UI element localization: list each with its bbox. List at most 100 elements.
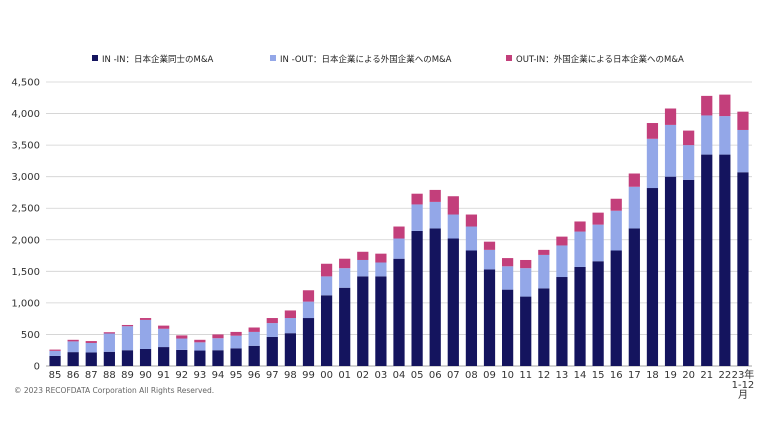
bar-18-series-0	[646, 188, 659, 366]
bar-19-series-1	[664, 124, 677, 177]
bar-88-series-0	[103, 351, 115, 366]
x-tick-label: 06	[429, 370, 442, 381]
bar-91-series-1	[158, 328, 170, 348]
bar-22-series-0	[719, 154, 731, 366]
bar-21-series-1	[701, 115, 713, 155]
bar-23年-series-2	[737, 111, 749, 130]
bar-87-series-0	[85, 352, 97, 366]
bar-94-series-2	[212, 334, 224, 339]
x-tick-label: 07	[447, 370, 460, 381]
x-tick-label: 12	[537, 370, 550, 381]
bar-98-series-1	[284, 318, 296, 334]
x-tick-label: 01	[338, 370, 351, 381]
bar-10-series-1	[502, 266, 514, 290]
bar-87-series-2	[85, 341, 97, 343]
bar-03-series-0	[375, 276, 387, 366]
bar-06-series-2	[429, 189, 441, 202]
bar-16-series-2	[610, 198, 622, 211]
bar-95-series-1	[230, 335, 242, 349]
bar-90-series-2	[139, 318, 152, 320]
bar-97-series-1	[266, 323, 278, 337]
x-tick-label: 05	[411, 370, 424, 381]
x-tick-label: 20	[682, 370, 695, 381]
bar-09-series-2	[483, 241, 496, 250]
x-tick-label: 95	[230, 370, 243, 381]
bar-11-series-0	[520, 296, 532, 366]
bar-89-series-0	[121, 350, 134, 366]
x-tick-label: 89	[121, 370, 134, 381]
bar-10-series-0	[502, 289, 514, 366]
x-tick-label: 21	[700, 370, 713, 381]
bar-04-series-2	[393, 226, 405, 239]
bar-85-series-0	[49, 355, 61, 366]
x-tick-label: 10	[501, 370, 514, 381]
x-tick-label: 04	[393, 370, 406, 381]
y-tick-label: 2,500	[11, 204, 40, 215]
bar-00-series-1	[320, 276, 333, 296]
x-tick-label: 92	[175, 370, 188, 381]
x-tick-label: 90	[139, 370, 152, 381]
bar-89-series-1	[121, 326, 134, 351]
bar-07-series-2	[447, 196, 459, 215]
bar-01-series-1	[339, 268, 351, 288]
bar-05-series-0	[411, 230, 423, 366]
bar-20-series-0	[683, 179, 695, 366]
x-tick-label: 22	[718, 370, 731, 381]
bar-15-series-0	[592, 261, 604, 366]
x-tick-label: 88	[103, 370, 116, 381]
y-tick-label: 0	[34, 362, 40, 373]
bar-95-series-0	[230, 348, 242, 366]
bar-19-series-0	[664, 176, 677, 366]
bar-10-series-2	[502, 258, 514, 267]
bar-04-series-1	[393, 238, 405, 259]
y-tick-label: 3,000	[11, 172, 40, 183]
bar-12-series-1	[538, 254, 550, 289]
bar-92-series-2	[176, 335, 188, 339]
bar-86-series-0	[67, 352, 79, 366]
bar-22-series-2	[719, 94, 731, 117]
bar-97-series-0	[266, 336, 278, 366]
bar-97-series-2	[266, 318, 278, 324]
x-tick-label: 00	[320, 370, 333, 381]
bar-99-series-1	[302, 301, 315, 319]
bar-96-series-0	[248, 345, 260, 366]
bar-02-series-1	[357, 259, 369, 277]
bar-07-series-1	[447, 214, 459, 239]
legend-swatch-0	[92, 55, 98, 61]
y-tick-label: 1,500	[11, 267, 40, 278]
bar-21-series-2	[701, 95, 713, 116]
x-tick-label: 93	[194, 370, 207, 381]
bar-18-series-1	[646, 138, 659, 189]
copyright-text: © 2023 RECOFDATA Corporation All Rights …	[14, 386, 214, 395]
bar-95-series-2	[230, 331, 242, 336]
y-tick-label: 1,000	[11, 298, 40, 309]
x-tick-label: 13	[556, 370, 569, 381]
bar-13-series-0	[556, 277, 568, 366]
bar-16-series-0	[610, 250, 622, 366]
y-tick-label: 3,500	[11, 141, 40, 152]
y-tick-label: 4,500	[11, 78, 40, 89]
bar-94-series-0	[212, 350, 224, 366]
bar-93-series-2	[194, 339, 206, 343]
bar-90-series-1	[139, 319, 152, 349]
bar-01-series-2	[339, 258, 351, 269]
bar-90-series-0	[139, 348, 152, 366]
bar-01-series-0	[339, 287, 351, 366]
bar-91-series-0	[158, 347, 170, 366]
chart-legend: IN -IN：日本企業同士のM&A IN -OUT：日本企業による外国企業へのM&…	[92, 54, 684, 65]
bar-91-series-2	[158, 325, 170, 329]
bar-12-series-2	[538, 249, 550, 255]
bar-02-series-2	[357, 251, 369, 260]
x-tick-label-extra: 月	[738, 389, 748, 401]
bar-07-series-0	[447, 238, 459, 366]
bars-group	[49, 94, 749, 366]
bar-23年-series-1	[737, 129, 749, 173]
bar-06-series-1	[429, 201, 441, 229]
bar-88-series-2	[103, 332, 115, 334]
bar-93-series-1	[194, 342, 206, 351]
bar-85-series-2	[49, 349, 61, 351]
bar-03-series-2	[375, 253, 387, 263]
x-tick-label: 03	[375, 370, 388, 381]
legend-label-2: OUT-IN：外国企業による日本企業へのM&A	[516, 54, 684, 65]
bar-20-series-1	[683, 145, 695, 180]
